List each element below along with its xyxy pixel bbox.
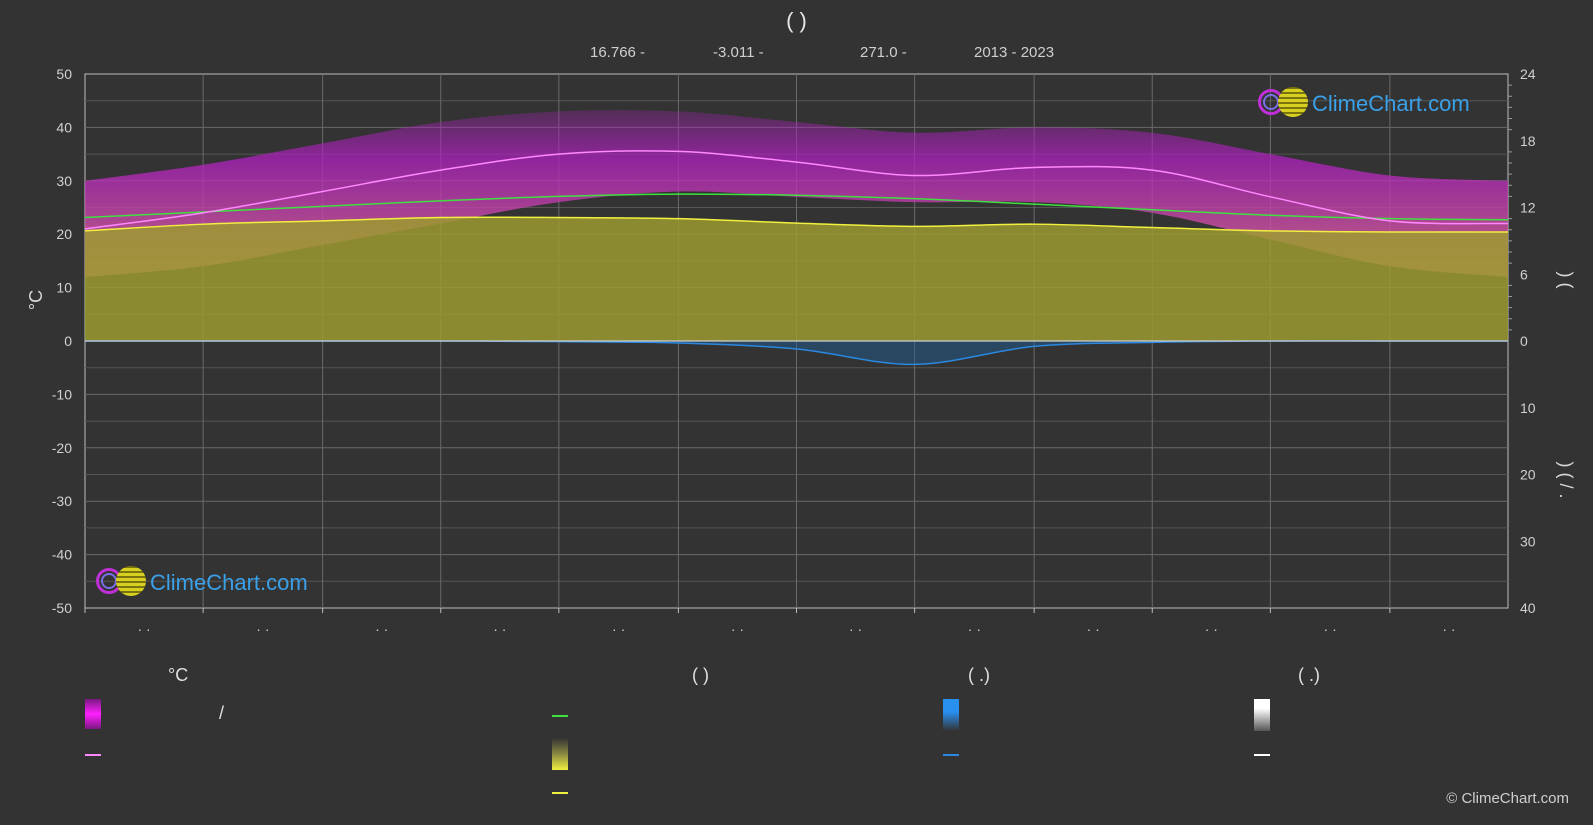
legend-snow-swatch [1254,699,1270,731]
legend-snow-header: ( .) [1298,665,1320,685]
right-lower-tick-label: 20 [1520,467,1536,483]
month-label: · · [968,621,981,637]
left-tick-label: 20 [56,226,72,242]
left-axis-title: °C [26,290,46,310]
month-label: · · [137,621,150,637]
month-label: · · [256,621,269,637]
longitude-label: -3.011 - [713,44,764,61]
right-upper-tick-label: 6 [1520,266,1528,282]
logo-top-right: ClimeChart.com [1258,87,1470,121]
sunshine-fill [85,217,1508,341]
legend-rain-swatch [943,699,959,731]
month-label: · · [1442,621,1455,637]
logo-text: ClimeChart.com [1312,91,1470,116]
left-tick-label: -50 [52,600,72,616]
right-axis-title-upper: ) ( [1556,272,1576,289]
left-tick-label: -30 [52,493,72,509]
month-label: · · [849,621,862,637]
month-label: · · [1087,621,1100,637]
daily-range-band [85,110,1508,277]
series-lines [84,150,1509,366]
sunshine-line [84,216,1509,233]
month-label: · · [731,621,744,637]
period-label: 2013 - 2023 [974,44,1055,61]
precipitation-area [85,340,1508,365]
climate-chart: 50 40 30 20 10 0 -10 -20 -30 -40 -50 24 18 12 6 0 10 20 3… [26,66,1576,637]
daily-range-area [85,110,1508,277]
legend-sunshine-header: ( ) [692,665,709,685]
latitude-label: 16.766 - [590,44,646,61]
legend-sunshine-line-swatch [552,792,568,794]
right-axis-title-lower: ) ( / . [1556,462,1576,499]
month-label: · · [1324,621,1337,637]
right-axis-ticks: 24 18 12 6 0 10 20 30 40 [1508,66,1536,616]
elevation-label: 271.0 - [860,44,907,61]
left-tick-label: -20 [52,440,72,456]
copyright: © ClimeChart.com [1446,790,1569,807]
legend-temperature-header: °C [168,665,189,685]
left-tick-label: 50 [56,66,72,82]
left-tick-label: 10 [56,280,72,296]
month-axis-ticks: · · · · · · · · · · · · · · · · · · · · · · · · [84,608,1456,637]
right-upper-tick-label: 12 [1520,200,1536,216]
left-tick-label: 40 [56,119,72,135]
climechart-logo-icon [1258,87,1308,121]
right-lower-tick-label: 30 [1520,533,1536,549]
right-upper-tick-label: 24 [1520,66,1536,82]
climechart-logo-icon [96,566,146,600]
logo-text: ClimeChart.com [150,570,308,595]
sunshine-area [85,217,1508,341]
month-label: · · [1205,621,1218,637]
month-label: · · [612,621,625,637]
left-tick-label: -10 [52,386,72,402]
left-tick-label: 30 [56,173,72,189]
right-lower-tick-label: 10 [1520,400,1536,416]
month-label: · · [493,621,506,637]
legend-sunshine-swatch [552,738,568,770]
max-temp-line [84,150,1509,230]
left-tick-label: -40 [52,547,72,563]
left-axis-ticks: 50 40 30 20 10 0 -10 -20 -30 -40 -50 [52,66,72,616]
right-upper-tick-label: 18 [1520,133,1536,149]
precipitation-fill [85,340,1508,365]
legend-daylight-line-swatch [552,715,568,717]
daylight-line [84,193,1509,221]
right-lower-tick-label: 40 [1520,600,1536,616]
legend-snow-line-swatch [1254,754,1270,756]
legend-rain-line-swatch [943,754,959,756]
right-upper-tick-label: 0 [1520,333,1528,349]
chart-title: ( ) [786,8,807,33]
legend-max-line-swatch [85,754,101,756]
legend-rain-header: ( .) [968,665,990,685]
logo-bottom-left: ClimeChart.com [96,566,308,600]
legend-daily-range-swatch [85,699,101,729]
left-tick-label: 0 [64,333,72,349]
legend-slash: / [219,703,225,723]
month-label: · · [375,621,388,637]
